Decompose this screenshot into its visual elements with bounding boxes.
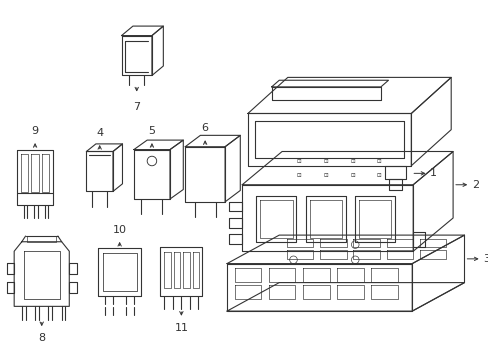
Text: ⊡: ⊡ xyxy=(296,173,301,178)
Text: ⊡: ⊡ xyxy=(376,159,381,165)
Text: 6: 6 xyxy=(201,123,208,134)
Text: 9: 9 xyxy=(31,126,39,136)
Text: 8: 8 xyxy=(38,333,45,343)
Text: 7: 7 xyxy=(133,102,140,112)
Text: 3: 3 xyxy=(483,254,488,264)
Text: ⊡: ⊡ xyxy=(323,159,327,165)
Text: 4: 4 xyxy=(96,128,103,138)
Text: ⊡: ⊡ xyxy=(296,159,301,165)
Text: ⊡: ⊡ xyxy=(349,159,354,165)
Text: 5: 5 xyxy=(148,126,155,136)
Text: 10: 10 xyxy=(112,225,126,235)
Text: ⊡: ⊡ xyxy=(349,173,354,178)
Text: 11: 11 xyxy=(174,323,188,333)
Text: ⊡: ⊡ xyxy=(323,173,327,178)
Text: 1: 1 xyxy=(429,168,436,178)
Text: ⊡: ⊡ xyxy=(376,173,381,178)
Text: 2: 2 xyxy=(471,180,478,190)
